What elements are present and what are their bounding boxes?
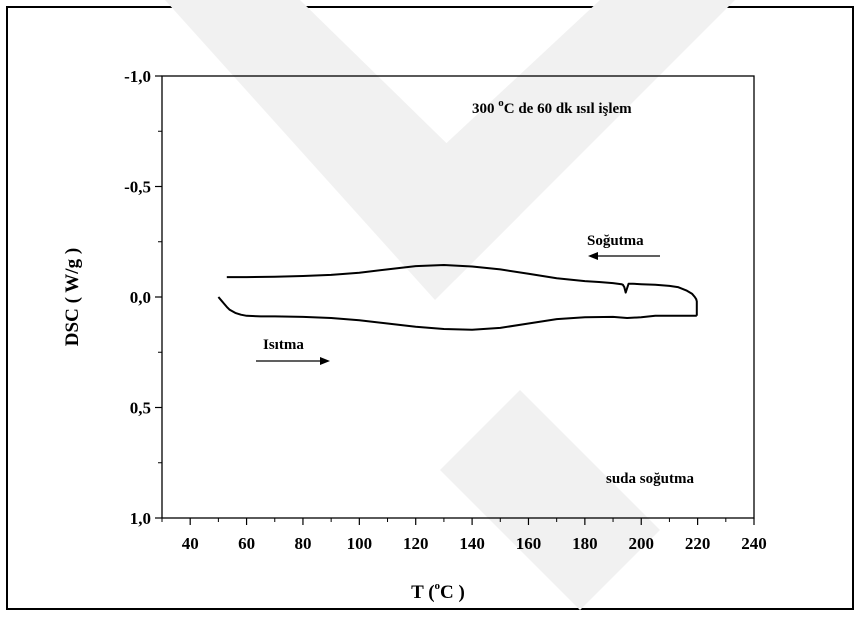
y-tick-label: -0,5 — [124, 178, 151, 197]
y-tick-label: 1,0 — [130, 509, 151, 528]
x-tick-label: 100 — [347, 534, 373, 553]
figure-frame — [6, 6, 854, 610]
heating-label: Isıtma — [263, 337, 304, 353]
x-tick-label: 140 — [459, 534, 485, 553]
dsc-curve-0 — [217, 296, 697, 331]
x-axis-label-sup: o — [435, 580, 441, 592]
cooling-label: Soğutma — [587, 233, 644, 249]
y-tick-label: 0,0 — [130, 288, 151, 307]
x-tick-label: 160 — [516, 534, 542, 553]
x-axis-ticks: 40 60 80 100 120 140 160 180 200 220 240 — [161, 518, 767, 553]
x-tick-label: 200 — [628, 534, 654, 553]
treatment-end: C de 60 dk ısıl işlem — [504, 101, 632, 117]
heating-arrow-icon — [256, 357, 330, 365]
x-tick-label: 180 — [572, 534, 598, 553]
y-axis-label: DSC ( W/g ) — [62, 248, 83, 346]
x-tick-label: 60 — [238, 534, 255, 553]
x-axis-label-main: T ( — [411, 582, 434, 603]
x-tick-label: 80 — [294, 534, 311, 553]
treatment-annotation: 300 oC de 60 dk ısıl işlem — [472, 97, 632, 117]
quench-label: suda soğutma — [606, 471, 694, 487]
dsc-curve-1 — [226, 264, 698, 316]
y-tick-label: -1,0 — [124, 67, 151, 86]
x-tick-label: 240 — [741, 534, 767, 553]
x-tick-label: 120 — [403, 534, 429, 553]
series-layer — [217, 264, 698, 331]
treatment-main: 300 — [472, 101, 498, 117]
x-tick-label: 220 — [685, 534, 711, 553]
y-tick-label: 0,5 — [130, 399, 151, 418]
x-axis-label: T (oC ) — [411, 580, 465, 603]
cooling-arrow-icon — [588, 252, 660, 260]
x-tick-label: 40 — [182, 534, 199, 553]
treatment-sup: o — [498, 97, 504, 109]
y-axis-ticks: -1,0 -0,5 0,0 0,5 1,0 — [124, 67, 162, 528]
plot-area-frame — [161, 75, 755, 519]
x-axis-label-end: C ) — [440, 582, 465, 603]
